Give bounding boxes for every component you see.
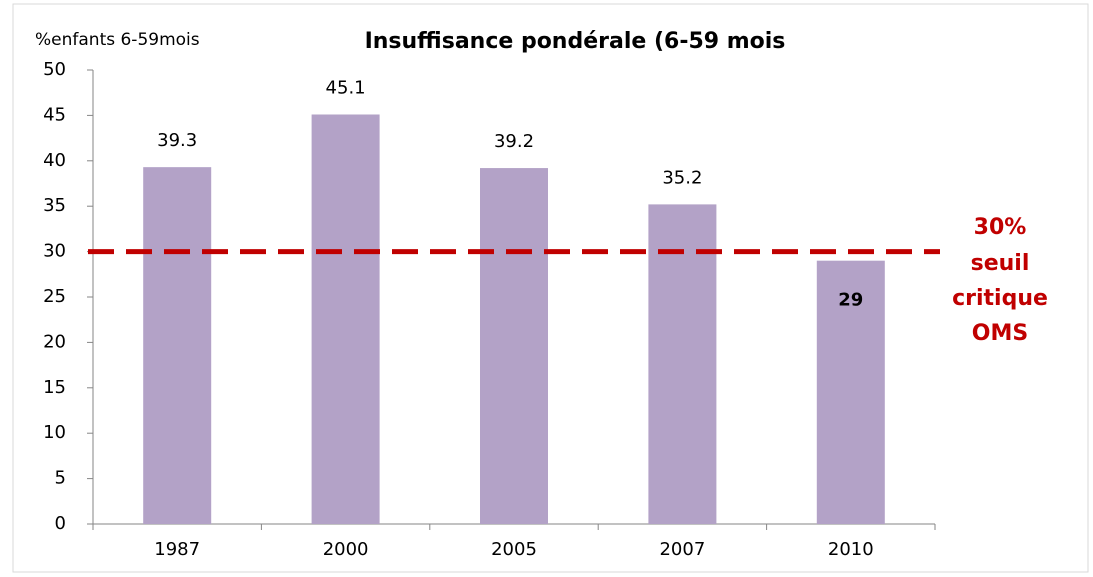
threshold-label: 30% [974, 215, 1027, 240]
x-tick-label: 1987 [154, 539, 200, 560]
value-label: 39.2 [494, 131, 534, 152]
y-tick-label: 20 [43, 331, 66, 352]
y-tick-label: 25 [43, 286, 66, 307]
y-tick-label: 45 [43, 104, 66, 125]
y-tick-label: 50 [43, 59, 66, 80]
x-tick-label: 2000 [323, 539, 369, 560]
y-tick-label: 15 [43, 377, 66, 398]
y-tick-label: 5 [55, 468, 66, 489]
bar [143, 167, 212, 524]
y-axis-label: %enfants 6-59mois [35, 30, 200, 50]
x-tick-label: 2007 [659, 539, 705, 560]
y-tick-label: 10 [43, 422, 66, 443]
value-label: 39.3 [157, 130, 197, 151]
threshold-text: seuil [971, 251, 1030, 276]
value-label: 45.1 [326, 77, 366, 98]
y-tick-label: 0 [55, 513, 66, 534]
bar [311, 114, 380, 524]
x-tick-label: 2005 [491, 539, 537, 560]
bar [480, 168, 548, 524]
value-label: 29 [838, 290, 863, 311]
bar [816, 260, 885, 524]
bar [648, 204, 717, 524]
y-tick-label: 40 [43, 150, 66, 171]
threshold-text: OMS [972, 321, 1028, 346]
y-tick-label: 35 [43, 195, 66, 216]
value-label: 35.2 [662, 167, 702, 188]
chart-title: Insuffisance pondérale (6-59 mois [365, 29, 786, 54]
threshold-text: critique [952, 286, 1048, 311]
x-tick-label: 2010 [828, 539, 874, 560]
y-tick-label: 30 [43, 241, 66, 262]
